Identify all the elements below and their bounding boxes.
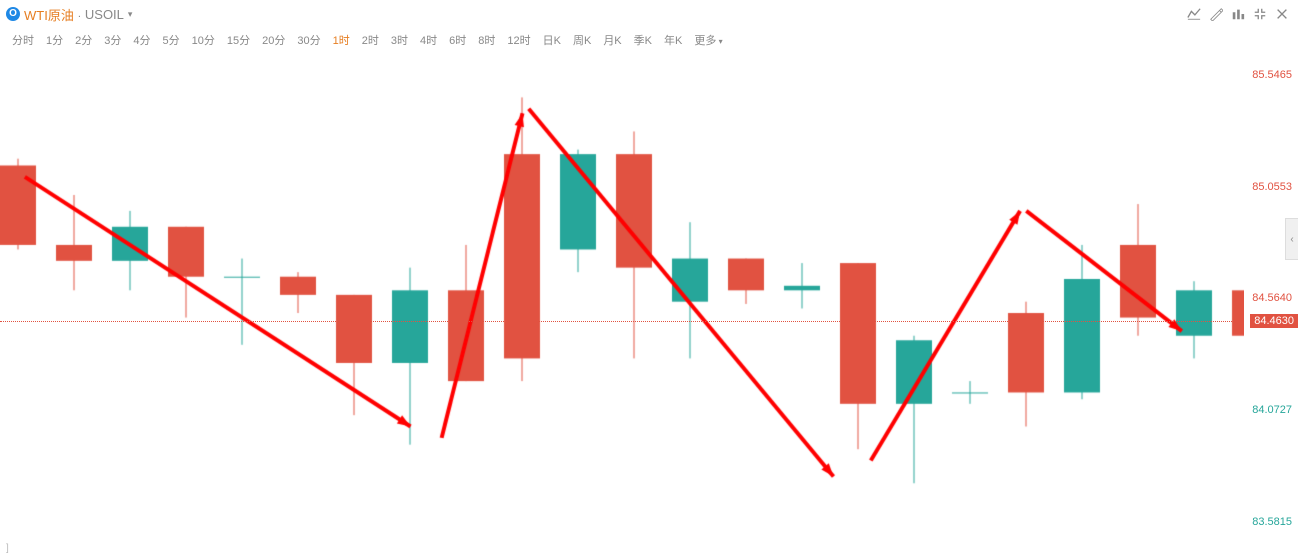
timeframe-30分[interactable]: 30分 bbox=[291, 32, 326, 48]
yaxis-label: 85.0553 bbox=[1252, 181, 1292, 193]
last-price-tag: 84.4630 bbox=[1250, 314, 1298, 328]
compare-button[interactable] bbox=[1228, 5, 1248, 23]
header-bar: O WTI原油 . USOIL ▾ bbox=[0, 0, 1298, 28]
symbol-code: USOIL bbox=[85, 7, 124, 22]
toolbar-right bbox=[1184, 5, 1292, 23]
indicator-button[interactable] bbox=[1184, 5, 1204, 23]
timeframe-4时[interactable]: 4时 bbox=[414, 32, 443, 48]
compress-button[interactable] bbox=[1250, 5, 1270, 23]
symbol-dropdown-icon[interactable]: ▾ bbox=[128, 9, 133, 20]
timeframe-2分[interactable]: 2分 bbox=[69, 32, 98, 48]
timeframe-12时[interactable]: 12时 bbox=[501, 32, 536, 48]
timeframe-1分[interactable]: 1分 bbox=[40, 32, 69, 48]
yaxis-label: 84.5640 bbox=[1252, 292, 1292, 304]
timeframe-月K[interactable]: 月K bbox=[597, 32, 627, 48]
timeframe-日K[interactable]: 日K bbox=[537, 32, 567, 48]
timeframe-3时[interactable]: 3时 bbox=[385, 32, 414, 48]
timeframe-4分[interactable]: 4分 bbox=[127, 32, 156, 48]
timeframe-年K[interactable]: 年K bbox=[658, 32, 688, 48]
yaxis-label: 85.5465 bbox=[1252, 69, 1292, 81]
timeframe-周K[interactable]: 周K bbox=[567, 32, 597, 48]
timeframe-1时[interactable]: 1时 bbox=[327, 32, 356, 48]
timeframe-20分[interactable]: 20分 bbox=[256, 32, 291, 48]
timeframe-季K[interactable]: 季K bbox=[628, 32, 658, 48]
timeframe-15分[interactable]: 15分 bbox=[221, 32, 256, 48]
timeframe-更多[interactable]: 更多 ▾ bbox=[688, 32, 728, 48]
symbol-badge-icon: O bbox=[6, 7, 20, 21]
chart-area[interactable] bbox=[0, 52, 1244, 540]
timeframe-bar: 分时1分2分3分4分5分10分15分20分30分1时2时3时4时6时8时12时日… bbox=[0, 28, 1298, 52]
timeframe-分时[interactable]: 分时 bbox=[6, 32, 40, 48]
timeframe-10分[interactable]: 10分 bbox=[186, 32, 221, 48]
timeframe-5分[interactable]: 5分 bbox=[157, 32, 186, 48]
candlestick-canvas bbox=[0, 52, 1244, 540]
price-axis[interactable]: 84.4630 85.5465 85.0553 84.5640 84.0727 83.5… bbox=[1244, 52, 1298, 540]
separator-dot: . bbox=[78, 8, 81, 20]
timeframe-6时[interactable]: 6时 bbox=[443, 32, 472, 48]
yaxis-label: 83.5815 bbox=[1252, 516, 1292, 528]
symbol-name[interactable]: WTI原油 bbox=[24, 5, 74, 24]
close-button[interactable] bbox=[1272, 5, 1292, 23]
collapse-panel-tab[interactable]: ‹ bbox=[1285, 218, 1298, 260]
timeframe-3分[interactable]: 3分 bbox=[98, 32, 127, 48]
timeframe-2时[interactable]: 2时 bbox=[356, 32, 385, 48]
last-price-line bbox=[0, 321, 1244, 322]
timeframe-8时[interactable]: 8时 bbox=[472, 32, 501, 48]
yaxis-label: 84.0727 bbox=[1252, 404, 1292, 416]
draw-button[interactable] bbox=[1206, 5, 1226, 23]
footnote-text: ] bbox=[6, 543, 9, 554]
